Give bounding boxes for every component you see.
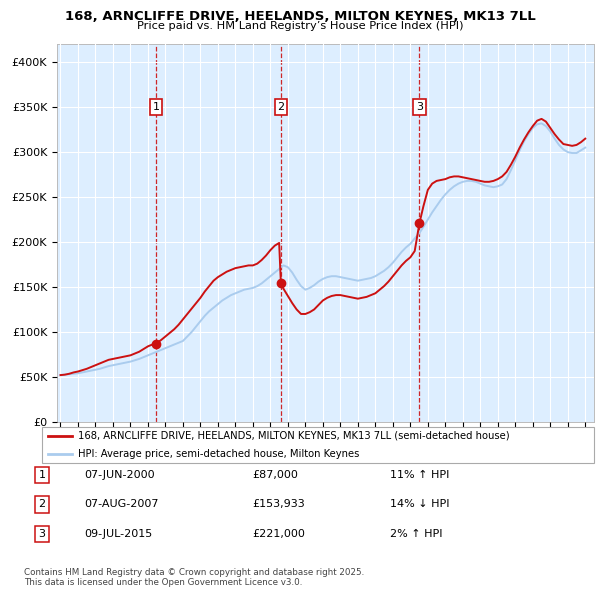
Text: 3: 3: [416, 102, 423, 112]
Text: 2: 2: [38, 500, 46, 509]
Text: 07-JUN-2000: 07-JUN-2000: [84, 470, 155, 480]
Text: 1: 1: [152, 102, 160, 112]
Text: 2% ↑ HPI: 2% ↑ HPI: [390, 529, 443, 539]
Text: £153,933: £153,933: [252, 500, 305, 509]
Text: 11% ↑ HPI: 11% ↑ HPI: [390, 470, 449, 480]
Text: £87,000: £87,000: [252, 470, 298, 480]
Text: 09-JUL-2015: 09-JUL-2015: [84, 529, 152, 539]
Text: Contains HM Land Registry data © Crown copyright and database right 2025.
This d: Contains HM Land Registry data © Crown c…: [24, 568, 364, 587]
Text: 14% ↓ HPI: 14% ↓ HPI: [390, 500, 449, 509]
FancyBboxPatch shape: [42, 427, 594, 463]
Text: 168, ARNCLIFFE DRIVE, HEELANDS, MILTON KEYNES, MK13 7LL (semi-detached house): 168, ARNCLIFFE DRIVE, HEELANDS, MILTON K…: [78, 431, 509, 441]
Text: 07-AUG-2007: 07-AUG-2007: [84, 500, 158, 509]
Text: 2: 2: [277, 102, 284, 112]
Text: Price paid vs. HM Land Registry’s House Price Index (HPI): Price paid vs. HM Land Registry’s House …: [137, 21, 463, 31]
Text: 3: 3: [38, 529, 46, 539]
Text: £221,000: £221,000: [252, 529, 305, 539]
Text: 168, ARNCLIFFE DRIVE, HEELANDS, MILTON KEYNES, MK13 7LL: 168, ARNCLIFFE DRIVE, HEELANDS, MILTON K…: [65, 10, 535, 23]
Text: HPI: Average price, semi-detached house, Milton Keynes: HPI: Average price, semi-detached house,…: [78, 449, 359, 459]
Text: 1: 1: [38, 470, 46, 480]
